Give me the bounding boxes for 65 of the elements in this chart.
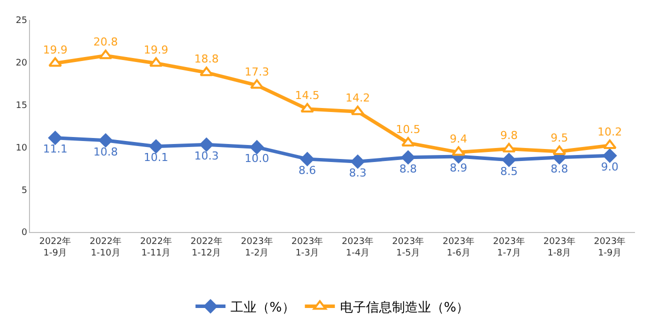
point [200,138,214,152]
data-label: 9.8 [500,128,518,142]
data-label: 18.8 [194,52,219,66]
data-label: 10.1 [144,151,168,164]
data-label: 8.5 [500,164,518,178]
x-tick-label: 2022年 1-11月 [140,236,172,258]
data-label: 8.3 [348,166,366,180]
data-label: 14.5 [295,89,320,102]
data-label: 19.9 [42,43,68,56]
y-tick-label: 0 [21,228,28,238]
point [502,142,516,152]
point [149,57,163,67]
x-tick-label: 2023年 1-9月 [594,236,626,258]
data-label: 8.9 [450,161,468,174]
legend-label: 电子信息制造业（%） [340,300,470,316]
point [300,152,314,166]
point [200,66,214,76]
data-label: 8.6 [298,164,316,177]
point [48,131,62,145]
data-label: 19.9 [144,43,168,56]
data-label: 9.5 [550,131,568,144]
y-tick-label: 10 [16,143,28,154]
point [149,140,163,154]
point [401,150,415,164]
data-label: 10.8 [93,145,118,158]
point [98,50,112,60]
x-tick-label: 2023年 1-7月 [493,236,525,258]
legend-label: 工业（%） [230,300,295,316]
point [602,148,617,163]
point [98,134,112,148]
y-tick-label: 25 [16,16,28,26]
x-tick-label: 2023年 1-4月 [342,236,374,258]
data-label: 10.2 [598,126,622,138]
point [250,79,264,89]
data-label: 9.4 [450,132,468,146]
data-label: 17.3 [244,65,270,78]
point [350,106,364,116]
data-label: 14.2 [345,92,370,105]
y-tick-label: 20 [16,58,28,69]
data-label: 10.5 [396,122,420,136]
x-tick-label: 2022年 1-9月 [39,236,72,258]
x-tick-label: 2022年 1-12月 [190,236,222,258]
x-tick-label: 2023年 1-6月 [442,236,474,258]
point [502,153,516,167]
data-label: 8.8 [550,162,568,176]
point [401,136,415,146]
point [350,154,365,168]
x-tick-label: 2023年 1-5月 [392,236,424,258]
point [300,103,314,113]
point [452,146,466,156]
data-label: 20.8 [93,36,118,49]
data-label: 10.0 [244,152,270,166]
point [552,145,566,155]
data-label: 9.0 [601,160,619,174]
point [250,140,264,154]
x-tick-label: 2023年 1-2月 [240,236,273,258]
data-label: 10.3 [194,150,219,163]
point [48,57,62,67]
y-tick-label: 5 [21,186,28,196]
data-label: 8.8 [399,162,417,176]
x-tick-label: 2023年 1-3月 [291,236,324,258]
y-tick-label: 15 [16,100,28,111]
x-tick-label: 2022年 1-10月 [90,236,122,258]
data-label: 11.1 [42,142,68,156]
x-tick-label: 2023年 1-8月 [543,236,576,258]
